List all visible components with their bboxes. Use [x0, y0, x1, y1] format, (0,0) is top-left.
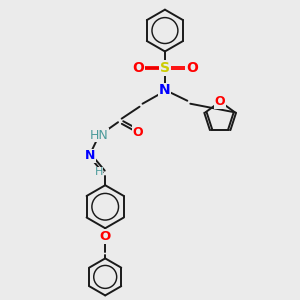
Text: N: N: [159, 83, 171, 97]
Text: O: O: [100, 230, 111, 243]
Text: N: N: [85, 149, 95, 163]
Text: H: H: [94, 167, 103, 177]
Text: S: S: [160, 61, 170, 75]
Text: O: O: [215, 95, 226, 108]
Text: O: O: [133, 126, 143, 139]
Text: O: O: [132, 61, 144, 75]
Text: HN: HN: [90, 129, 109, 142]
Text: O: O: [186, 61, 198, 75]
